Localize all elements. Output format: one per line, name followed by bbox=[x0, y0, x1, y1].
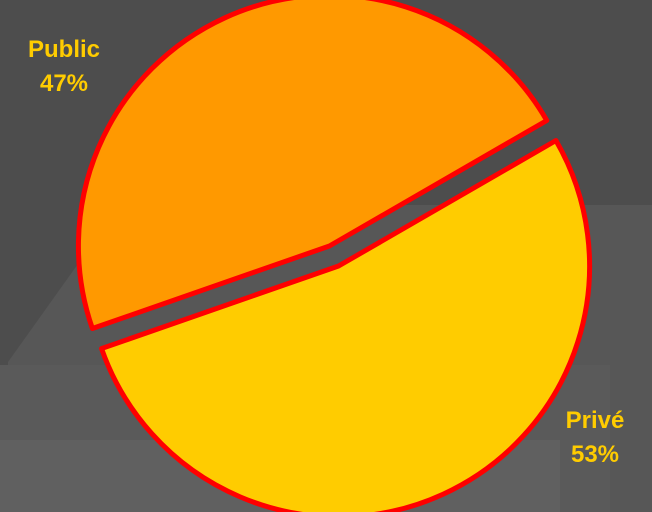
slice-percent-public: 47% bbox=[39, 70, 89, 97]
slice-name-public: Public bbox=[27, 36, 100, 63]
pie-slice-prive bbox=[99, 138, 593, 512]
pie-slices bbox=[75, 0, 593, 512]
slice-name-prive: Privé bbox=[565, 407, 625, 434]
pie-slice-public bbox=[75, 0, 550, 332]
slice-label-public: Public 47% bbox=[14, 33, 114, 101]
slice-label-prive: Privé 53% bbox=[545, 404, 645, 472]
slice-percent-prive: 53% bbox=[570, 441, 620, 468]
